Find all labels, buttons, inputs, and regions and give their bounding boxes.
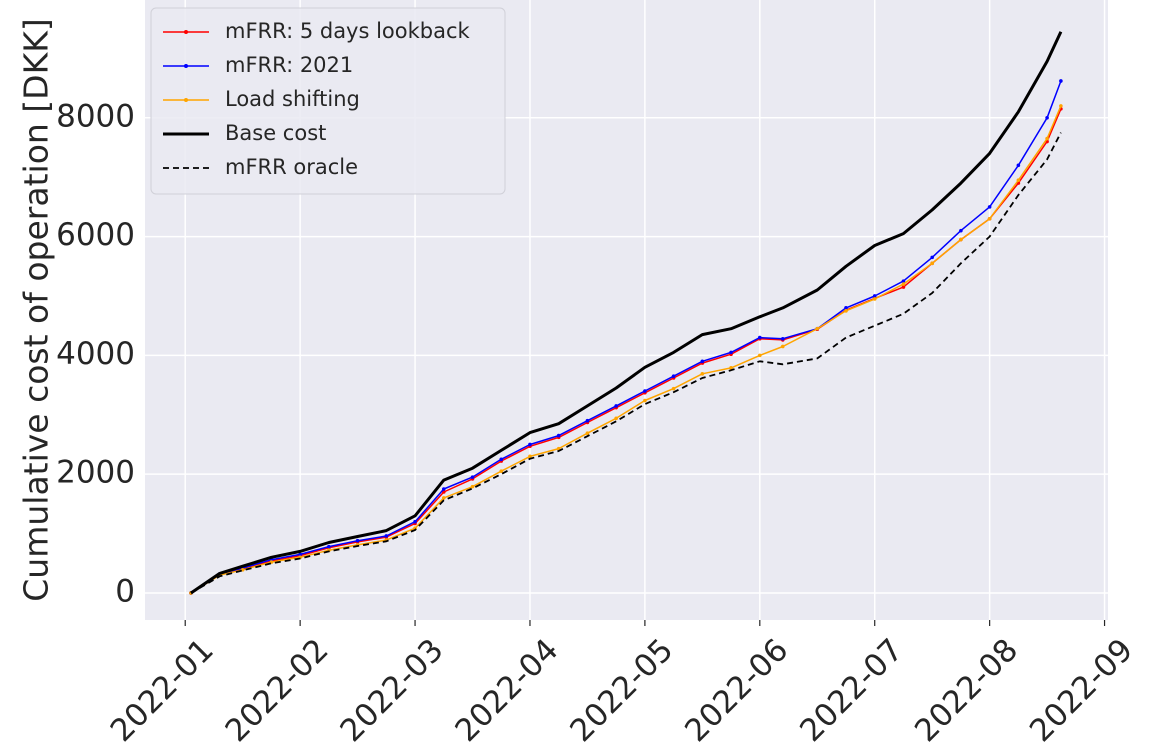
series-marker bbox=[585, 418, 590, 423]
series-marker bbox=[901, 282, 906, 286]
series-marker bbox=[780, 344, 785, 349]
series-marker bbox=[1016, 178, 1021, 182]
series-marker bbox=[1059, 79, 1063, 83]
series-marker bbox=[499, 469, 504, 474]
series-marker bbox=[844, 306, 848, 310]
legend-label: mFRR: 5 days lookback bbox=[225, 19, 471, 43]
series-marker bbox=[1045, 136, 1049, 141]
series-marker bbox=[780, 336, 785, 341]
x-tick-label: 2022-05 bbox=[563, 632, 680, 749]
y-tick-label: 8000 bbox=[56, 98, 135, 134]
legend-label: mFRR oracle bbox=[225, 155, 358, 179]
series-marker bbox=[441, 496, 446, 500]
y-tick-label: 4000 bbox=[56, 336, 135, 372]
series-marker bbox=[470, 475, 475, 479]
series-marker bbox=[930, 255, 934, 260]
series-marker bbox=[987, 216, 992, 221]
x-tick-label: 2022-06 bbox=[678, 632, 795, 749]
series-marker bbox=[901, 279, 906, 283]
legend-marker bbox=[184, 98, 188, 102]
x-tick-label: 2022-01 bbox=[104, 632, 221, 749]
y-axis-label: Cumulative cost of operation [DKK] bbox=[17, 18, 56, 601]
series-marker bbox=[528, 454, 532, 459]
series-marker bbox=[671, 386, 676, 391]
series-marker bbox=[470, 484, 475, 489]
series-marker bbox=[384, 534, 389, 538]
series-marker bbox=[959, 237, 963, 242]
series-marker bbox=[872, 294, 877, 298]
x-tick-label: 2022-02 bbox=[219, 632, 336, 749]
legend-label: Base cost bbox=[225, 121, 326, 145]
series-marker bbox=[1059, 104, 1063, 108]
series-marker bbox=[758, 335, 762, 340]
series-marker bbox=[355, 538, 360, 543]
series-marker bbox=[614, 404, 618, 408]
series-marker bbox=[872, 297, 877, 301]
series-marker bbox=[1016, 163, 1021, 168]
x-tick-label: 2022-03 bbox=[334, 632, 451, 749]
series-marker bbox=[815, 326, 820, 331]
series-marker bbox=[700, 371, 705, 376]
series-line bbox=[190, 132, 1062, 594]
series-marker bbox=[413, 519, 417, 524]
series-marker bbox=[1045, 115, 1049, 120]
legend-box bbox=[150, 7, 506, 195]
series-marker bbox=[585, 431, 590, 435]
y-tick-label: 6000 bbox=[56, 217, 135, 253]
legend-label: Load shifting bbox=[225, 87, 360, 111]
series-line bbox=[190, 80, 1062, 594]
series-marker bbox=[987, 205, 992, 209]
legend-label: mFRR: 2021 bbox=[225, 53, 353, 77]
series-marker bbox=[700, 359, 705, 364]
series-marker bbox=[729, 350, 733, 355]
series-marker bbox=[327, 544, 331, 549]
series-marker bbox=[528, 442, 532, 447]
series-marker bbox=[901, 285, 906, 289]
series-line bbox=[190, 105, 1062, 594]
series-marker bbox=[959, 228, 963, 233]
x-tick-label: 2022-04 bbox=[448, 632, 565, 749]
series-marker bbox=[614, 416, 618, 421]
x-tick-label: 2022-08 bbox=[908, 632, 1025, 749]
x-tick-label: 2022-09 bbox=[1023, 632, 1140, 749]
series-marker bbox=[671, 374, 676, 378]
series-marker bbox=[758, 353, 762, 358]
series-marker bbox=[643, 398, 647, 403]
series-marker bbox=[930, 261, 934, 266]
y-tick-label: 0 bbox=[115, 573, 135, 609]
series-marker bbox=[499, 457, 504, 462]
legend-marker bbox=[184, 64, 188, 68]
legend-marker bbox=[184, 30, 188, 34]
y-tick-label: 2000 bbox=[56, 455, 135, 491]
series-marker bbox=[729, 366, 733, 370]
x-tick-label: 2022-07 bbox=[793, 632, 910, 749]
series-marker bbox=[298, 552, 302, 557]
series-marker bbox=[556, 433, 561, 438]
series-marker bbox=[844, 309, 848, 313]
series-marker bbox=[643, 389, 647, 393]
series-line bbox=[190, 31, 1063, 595]
series-marker bbox=[441, 487, 446, 491]
